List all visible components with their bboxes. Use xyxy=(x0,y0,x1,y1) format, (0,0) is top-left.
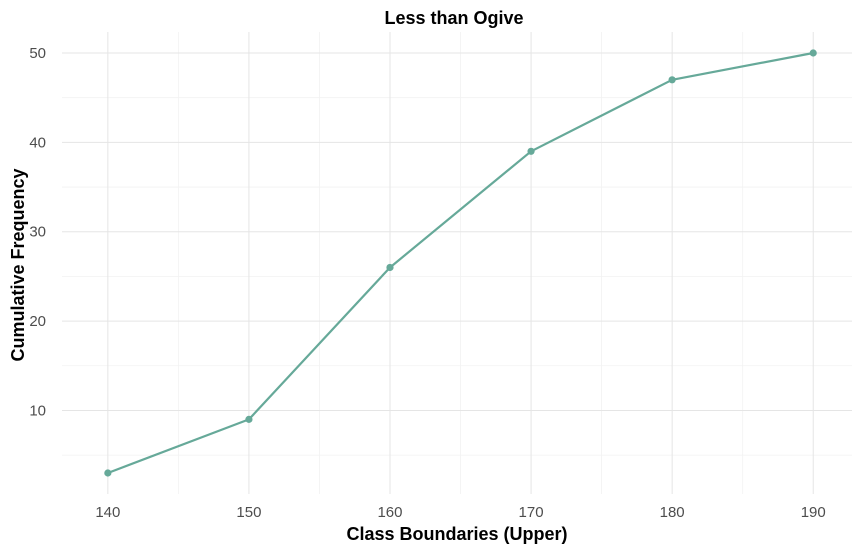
x-tick-label: 190 xyxy=(801,504,826,521)
y-tick-label: 10 xyxy=(29,402,46,419)
data-point xyxy=(245,415,253,423)
x-tick-label: 160 xyxy=(377,504,402,521)
data-point xyxy=(809,49,817,57)
chart-title: Less than Ogive xyxy=(384,8,523,28)
data-point xyxy=(527,147,535,155)
x-tick-label: 170 xyxy=(519,504,544,521)
series-layer xyxy=(104,49,817,477)
x-tick-label: 150 xyxy=(236,504,261,521)
y-tick-label: 40 xyxy=(29,134,46,151)
data-point xyxy=(104,469,112,477)
y-tick-label: 20 xyxy=(29,313,46,330)
x-tick-label: 140 xyxy=(95,504,120,521)
x-tick-label: 180 xyxy=(660,504,685,521)
grid xyxy=(62,32,852,494)
y-tick-label: 50 xyxy=(29,45,46,62)
x-axis-title: Class Boundaries (Upper) xyxy=(346,524,567,544)
y-axis-title: Cumulative Frequency xyxy=(8,168,28,361)
data-point xyxy=(668,76,676,84)
y-tick-label: 30 xyxy=(29,224,46,241)
tick-labels: 140 150 160 170 180 190 10 20 30 40 50 xyxy=(29,45,825,521)
series-line xyxy=(107,51,814,475)
data-point xyxy=(386,263,394,272)
